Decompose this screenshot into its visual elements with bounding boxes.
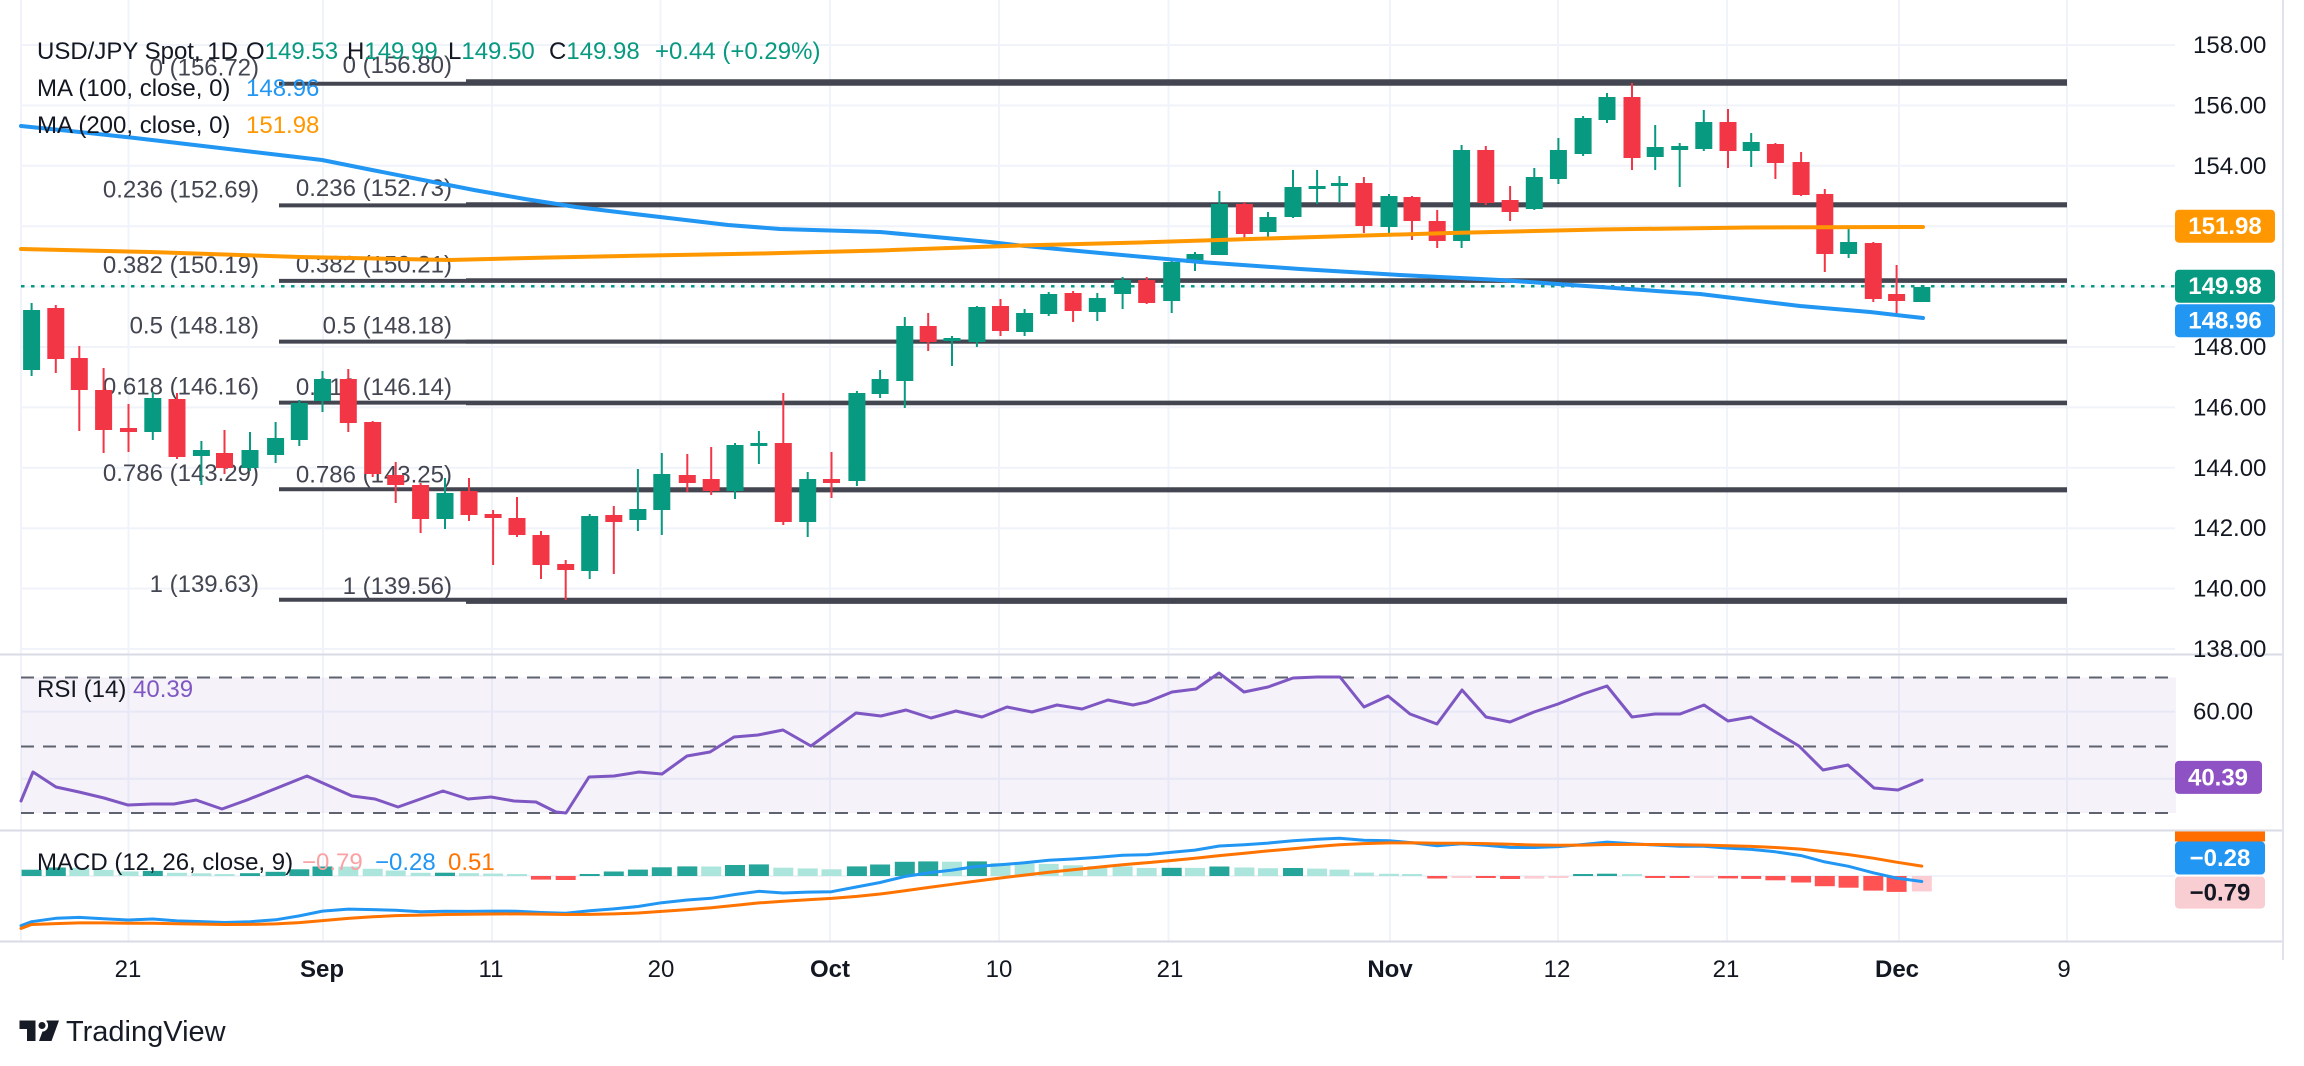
svg-text:0.382 (150.21): 0.382 (150.21): [296, 251, 452, 278]
svg-text:148.96: 148.96: [2188, 308, 2261, 335]
svg-text:Dec: Dec: [1875, 956, 1919, 983]
svg-text:60.00: 60.00: [2193, 699, 2253, 726]
svg-text:21: 21: [1157, 956, 1184, 983]
svg-text:11: 11: [479, 956, 504, 983]
svg-text:154.00: 154.00: [2193, 153, 2266, 180]
svg-text:12: 12: [1544, 956, 1571, 983]
svg-text:158.00: 158.00: [2193, 32, 2266, 59]
svg-text:0.5 (148.18): 0.5 (148.18): [323, 313, 452, 340]
svg-text:MA (100, close, 0)148.96: MA (100, close, 0) 148.96: [37, 75, 319, 102]
svg-text:0.618 (146.16): 0.618 (146.16): [103, 374, 259, 401]
svg-text:MACD (12, 26, close, 9)−0.79−0: MACD (12, 26, close, 9) −0.79 −0.28 0.51: [37, 849, 495, 876]
svg-text:RSI (14)40.39: RSI (14) 40.39: [37, 676, 193, 703]
svg-text:9: 9: [2057, 956, 2070, 983]
svg-text:40.39: 40.39: [2188, 764, 2248, 791]
svg-text:10: 10: [986, 956, 1013, 983]
svg-text:21: 21: [115, 956, 142, 983]
svg-text:151.98: 151.98: [2188, 213, 2261, 240]
svg-text:MA (200, close, 0)151.98: MA (200, close, 0) 151.98: [37, 112, 319, 139]
svg-text:21: 21: [1713, 956, 1740, 983]
svg-text:140.00: 140.00: [2193, 576, 2266, 603]
svg-text:148.00: 148.00: [2193, 334, 2266, 361]
svg-text:1 (139.56): 1 (139.56): [343, 573, 452, 600]
svg-text:142.00: 142.00: [2193, 515, 2266, 542]
svg-text:1 (139.63): 1 (139.63): [150, 571, 259, 598]
svg-text:−0.79: −0.79: [2190, 880, 2251, 907]
svg-text:Nov: Nov: [1367, 956, 1413, 983]
svg-text:0.5 (148.18): 0.5 (148.18): [130, 313, 259, 340]
svg-text:0.786 (143.29): 0.786 (143.29): [103, 460, 259, 487]
svg-text:20: 20: [648, 956, 675, 983]
svg-text:Sep: Sep: [300, 956, 344, 983]
svg-text:TradingView: TradingView: [66, 1016, 227, 1048]
svg-text:0 (156.80): 0 (156.80): [343, 52, 452, 79]
svg-text:144.00: 144.00: [2193, 455, 2266, 482]
svg-text:156.00: 156.00: [2193, 92, 2266, 119]
svg-text:Oct: Oct: [810, 956, 850, 983]
svg-text:146.00: 146.00: [2193, 394, 2266, 421]
svg-text:0 (156.72): 0 (156.72): [150, 55, 259, 82]
svg-text:138.00: 138.00: [2193, 636, 2266, 663]
svg-text:−0.28: −0.28: [2190, 845, 2251, 872]
svg-text:0.236 (152.69): 0.236 (152.69): [103, 176, 259, 203]
svg-text:149.98: 149.98: [2188, 273, 2261, 300]
